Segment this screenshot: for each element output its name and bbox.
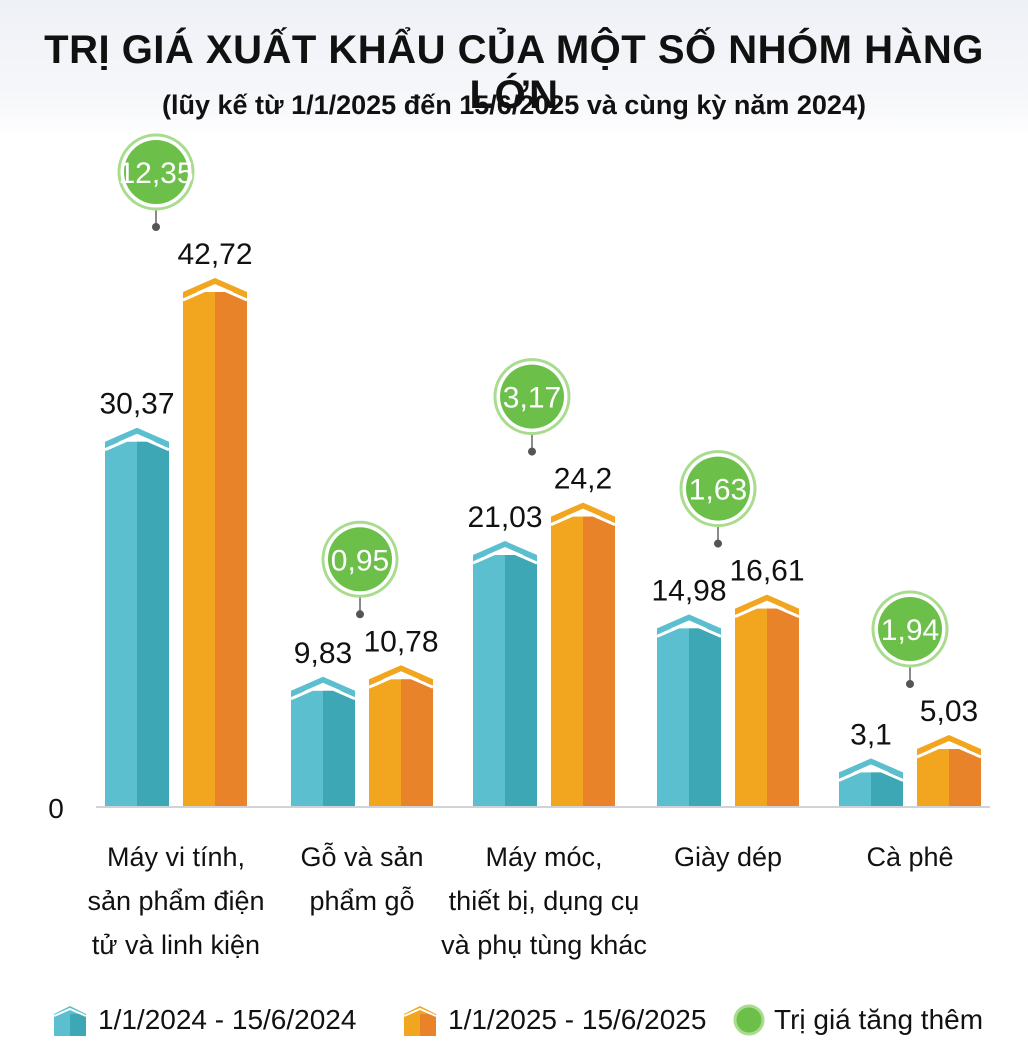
y-axis-zero-label: 0 (48, 793, 64, 824)
category-label-0: Máy vi tính, sản phẩm điện tử và linh kiện (87, 842, 264, 960)
bar-roof-2025-3 (735, 594, 799, 615)
bar-roof-line-2024-4 (838, 764, 904, 782)
bar-roof-2024-0 (105, 427, 169, 448)
category-label-line: Gỗ và sản (300, 841, 423, 872)
category-label-3: Giày dép (674, 842, 782, 872)
category-label-line: sản phẩm điện (87, 886, 264, 916)
chart-legend: 1/1/2024 - 15/6/2024 1/1/2025 - 15/6/202… (0, 990, 1028, 1050)
bar-roof-line-2024-2 (472, 547, 538, 565)
bar-shade-2025-3 (767, 608, 799, 806)
category-label-2: Máy móc, thiết bị, dụng cụ và phụ tùng khá… (441, 842, 647, 960)
category-label-line: Giày dép (674, 842, 782, 872)
category-label-line: Cà phê (866, 842, 953, 872)
bar-shade-2024-0 (137, 441, 169, 806)
value-label-2025-3: 16,61 (729, 555, 804, 588)
chart-subtitle: (lũy kế từ 1/1/2025 đến 15/6/2025 và cùn… (162, 90, 866, 120)
bar-roof-line-2024-1 (290, 683, 356, 701)
legend-label-2025: 1/1/2025 - 15/6/2025 (448, 1004, 707, 1035)
category-label-line: thiết bị, dụng cụ (449, 886, 640, 916)
bar-roof-2025-4 (917, 735, 981, 756)
increase-bubble-4 (878, 597, 942, 662)
bar-shade-2024-1 (323, 690, 355, 806)
bar-roof-line-2025-0 (182, 284, 248, 302)
category-label-line: tử và linh kiện (92, 930, 260, 960)
increase-label-4: 1,94 (881, 614, 939, 647)
bar-roof-line-2025-2 (550, 508, 616, 526)
increase-pointer-dot-0 (152, 223, 160, 231)
value-label-2025-1: 10,78 (363, 625, 438, 658)
bar-shade-2025-2 (583, 516, 615, 806)
increase-label-1: 0,95 (331, 544, 389, 577)
category-label-line: phẩm gỗ (309, 885, 414, 916)
bar-roof-line-2025-4 (916, 741, 982, 759)
value-label-2025-0: 42,72 (177, 238, 252, 271)
value-label-2024-2: 21,03 (467, 501, 542, 534)
increase-pointer-dot-1 (356, 610, 364, 619)
increase-bubble-1 (328, 527, 392, 592)
value-label-2024-0: 30,37 (99, 388, 174, 421)
legend-item-increase: Trị giá tăng thêm (732, 990, 983, 1050)
bar-roof-2025-1 (369, 665, 433, 686)
bar-roof-line-2024-3 (656, 620, 722, 638)
bar-roof-2024-2 (473, 541, 537, 562)
legend-swatch-2024-icon (53, 1006, 87, 1036)
increase-pointer-dot-3 (714, 539, 722, 548)
bar-shade-2024-2 (505, 555, 537, 806)
bar-shade-2025-0 (215, 292, 247, 806)
value-label-2024-1: 9,83 (294, 637, 352, 670)
category-label-1: Gỗ và sản phẩm gỗ (300, 841, 423, 916)
header-band (0, 0, 1028, 140)
chart-title: TRỊ GIÁ XUẤT KHẨU CỦA MỘT SỐ NHÓM HÀNG L… (44, 28, 984, 117)
legend-item-2024: 1/1/2024 - 15/6/2024 (50, 990, 356, 1050)
bar-shade-2024-3 (689, 628, 721, 806)
bar-roof-2025-0 (183, 278, 247, 298)
bar-shade-2025-1 (401, 679, 433, 806)
bar-roof-2024-3 (657, 614, 721, 635)
legend-item-2025: 1/1/2025 - 15/6/2025 (400, 990, 706, 1050)
increase-label-2: 3,17 (503, 382, 561, 415)
increase-bubble-0 (124, 140, 188, 204)
bar-roof-2024-4 (839, 758, 903, 779)
value-label-2024-4: 3,1 (850, 718, 892, 751)
increase-label-3: 1,63 (689, 474, 747, 507)
increase-pointer-dot-2 (528, 447, 536, 456)
category-label-4: Cà phê (866, 842, 953, 872)
category-label-line: Máy móc, (485, 842, 602, 872)
increase-pointer-dot-4 (906, 680, 914, 689)
value-label-2025-4: 5,03 (920, 695, 978, 728)
category-label-line: Máy vi tính, (107, 842, 245, 872)
bar-roof-line-2024-0 (104, 434, 170, 452)
bar-roof-2025-2 (551, 502, 615, 523)
value-label-2024-3: 14,98 (651, 574, 726, 607)
bar-shade-2025-4 (949, 749, 981, 806)
value-label-2025-2: 24,2 (554, 463, 612, 496)
increase-bubble-2 (500, 364, 564, 429)
legend-label-increase: Trị giá tăng thêm (774, 1004, 984, 1035)
bar-chart: 0 30,37 42,72 Máy vi tính, sản phẩm điện tử v… (48, 133, 990, 960)
bar-roof-2024-1 (291, 676, 355, 697)
legend-increase-circle-icon (733, 1004, 765, 1036)
increase-label-0: 12,35 (118, 157, 193, 190)
category-label-line: và phụ tùng khác (441, 930, 647, 960)
increase-bubble-3 (686, 456, 750, 521)
bar-roof-line-2025-1 (368, 671, 434, 689)
legend-label-2024: 1/1/2024 - 15/6/2024 (98, 1004, 357, 1035)
legend-swatch-2025-icon (403, 1006, 437, 1036)
bar-roof-line-2025-3 (734, 600, 800, 618)
